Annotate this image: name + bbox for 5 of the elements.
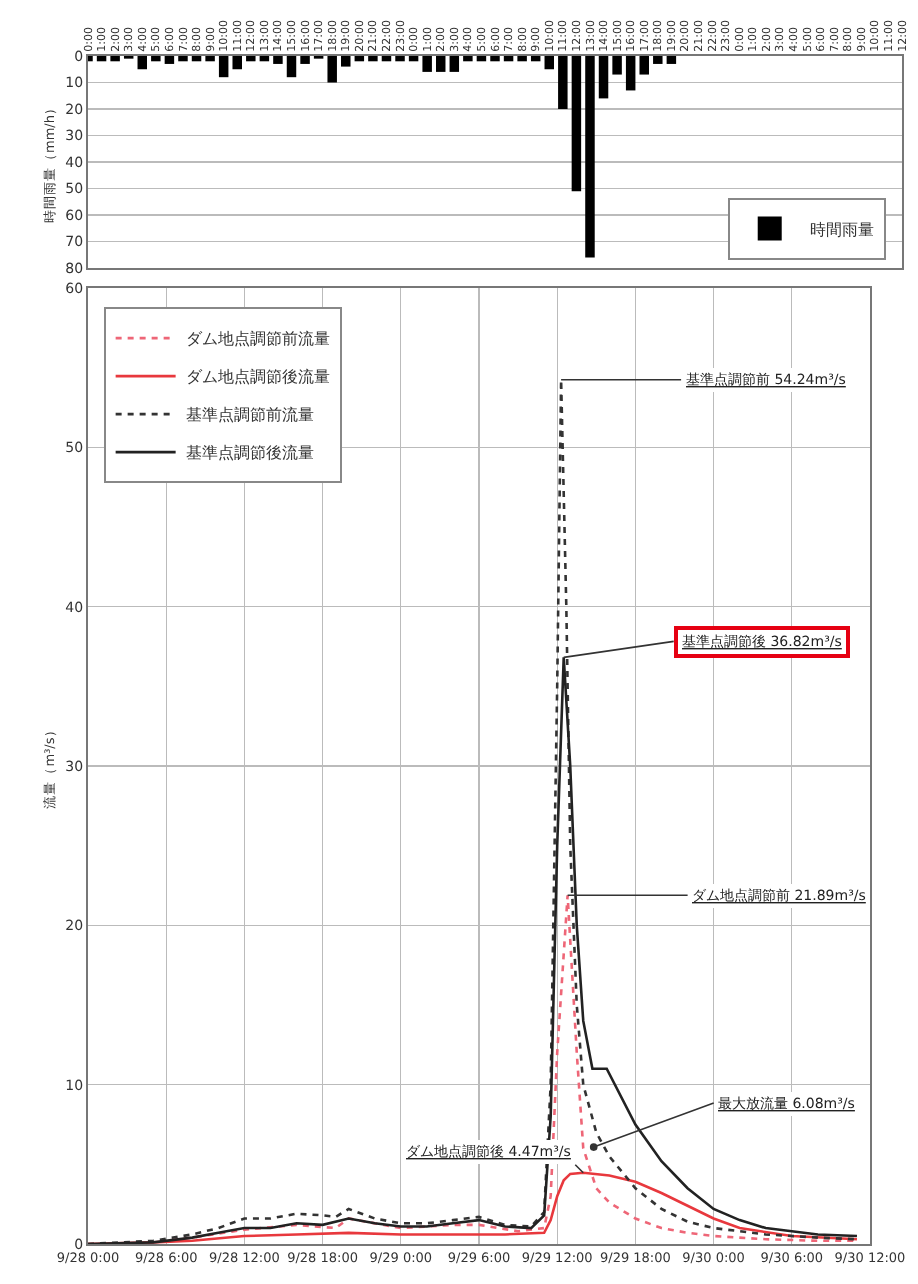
legend-label: 基準点調節前流量: [185, 406, 314, 425]
legend-label: ダム地点調節後流量: [185, 368, 330, 387]
legend-label: 時間雨量: [809, 220, 874, 239]
legend-label: ダム地点調節前流量: [185, 330, 330, 349]
legend-label: 基準点調節後流量: [185, 444, 314, 463]
